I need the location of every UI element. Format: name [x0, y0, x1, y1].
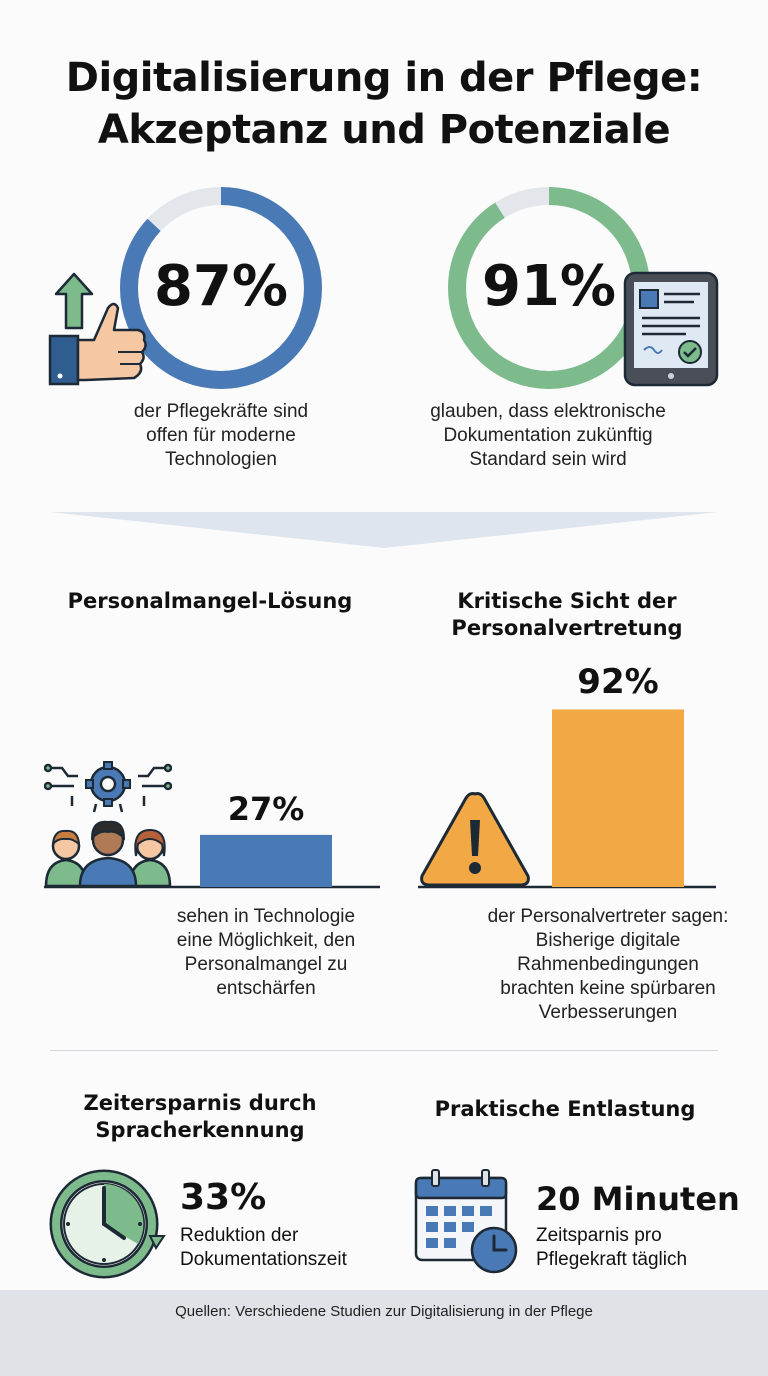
stat-right-desc-line: glauben, dass elektronische [430, 401, 666, 422]
critical-bar [552, 709, 684, 887]
practical-relief-value: 20 Minuten [536, 1180, 740, 1218]
staff-desc-line: eine Möglichkeit, den [176, 930, 356, 951]
staff-desc-line: Personalmangel zu [184, 954, 348, 975]
time-saving-value: 33% [180, 1177, 267, 1218]
time-desc-line: Dokumentationszeit [180, 1249, 347, 1270]
critical-bar-chart [418, 700, 718, 890]
critical-desc-line: Rahmenbedingungen [517, 954, 699, 975]
stat-left-description: der Pflegekräfte sind offen für moderne … [86, 400, 356, 472]
title-line-1: Digitalisierung in der Pflege: [65, 55, 703, 101]
critical-desc-line: brachten keine spürbaren [500, 978, 716, 999]
critical-heading-line: Personalvertretung [451, 616, 683, 640]
staff-shortage-heading: Personalmangel-Lösung [67, 589, 353, 613]
staff-bar [200, 834, 332, 887]
relief-desc-line: Zeitsparnis pro [536, 1225, 662, 1246]
footer-sources: Quellen: Verschiedene Studien zur Digita… [175, 1303, 593, 1320]
staff-description: sehen in Technologie eine Möglichkeit, d… [146, 905, 386, 1001]
stat-right-desc-line: Dokumentation zukünftig [443, 425, 653, 446]
chevron-divider [50, 512, 718, 550]
time-desc-line: Reduktion der [180, 1225, 299, 1246]
staff-desc-line: entschärfen [216, 978, 316, 999]
staff-desc-line: sehen in Technologie [176, 906, 356, 927]
donut-chart-left [118, 185, 324, 391]
critical-desc-line: der Personalvertreter sagen: [487, 906, 729, 927]
critical-desc-line: Bisherige digitale [535, 930, 681, 951]
stat-left-desc-line: offen für moderne [146, 425, 296, 446]
donut-left-arc [120, 187, 322, 389]
title-line-2: Akzeptanz und Potenziale [97, 107, 671, 153]
stat-right-value: 91% [481, 254, 617, 319]
staff-bar-value-label: 27% [227, 790, 305, 828]
page-title: Digitalisierung in der Pflege: Akzeptanz… [0, 52, 768, 156]
critical-desc-line: Verbesserungen [538, 1002, 678, 1023]
time-saving-heading: Zeitersparnis durch Spracherkennung [50, 1090, 350, 1144]
team-gear-icon [44, 760, 172, 888]
practical-relief-heading: Praktische Entlastung [434, 1097, 696, 1121]
time-heading-line: Zeitersparnis durch [83, 1091, 317, 1115]
tablet-document-icon [622, 270, 720, 388]
calendar-clock-icon [412, 1168, 524, 1276]
clock-icon [44, 1164, 168, 1284]
time-heading-line: Spracherkennung [95, 1118, 305, 1142]
critical-bar-value-label: 92% [577, 662, 659, 702]
stat-left-desc-line: Technologien [165, 449, 277, 470]
practical-relief-description: Zeitsparnis pro Pflegekraft täglich [536, 1224, 687, 1272]
relief-desc-line: Pflegekraft täglich [536, 1249, 688, 1270]
footer: Quellen: Verschiedene Studien zur Digita… [0, 1290, 768, 1376]
section-divider [50, 1050, 718, 1051]
critical-view-heading: Kritische Sicht der Personalvertretung [404, 588, 730, 642]
critical-heading-line: Kritische Sicht der [457, 589, 677, 613]
stat-left-desc-line: der Pflegekräfte sind [133, 401, 309, 422]
thumbs-up-icon [46, 268, 150, 388]
stat-right-desc-line: Standard sein wird [469, 449, 627, 470]
warning-icon [418, 790, 532, 888]
critical-description: der Personalvertreter sagen: Bisherige d… [468, 905, 748, 1025]
time-saving-description: Reduktion der Dokumentationszeit [180, 1224, 347, 1272]
staff-bar-chart [40, 700, 380, 890]
stat-left-value: 87% [153, 254, 289, 319]
stat-right-description: glauben, dass elektronische Dokumentatio… [400, 400, 696, 472]
